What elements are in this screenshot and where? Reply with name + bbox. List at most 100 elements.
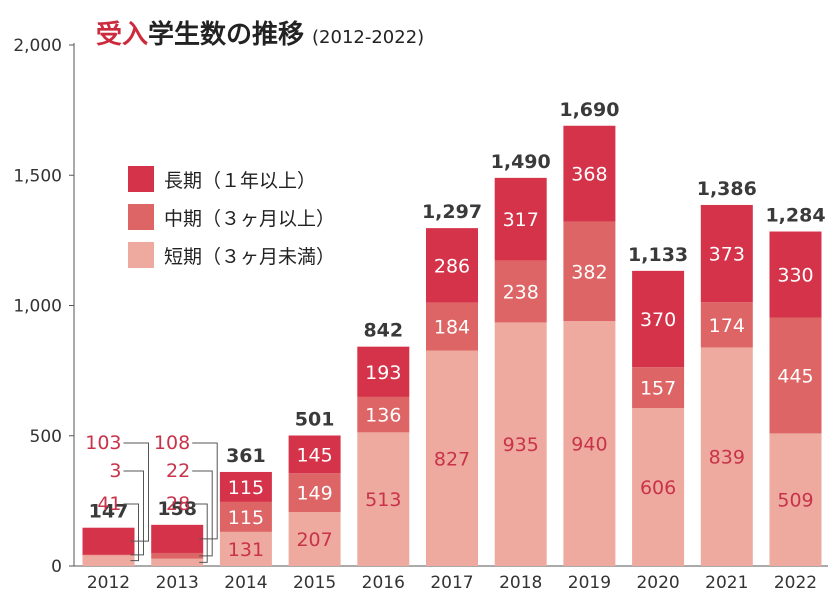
bar-label-mid: 157 [640,378,676,400]
bar-label-mid: 115 [228,507,264,529]
legend-swatch-mid [128,204,154,230]
bar-total-label: 1,490 [491,151,551,173]
bar-total-label: 1,690 [559,99,619,121]
bar-label-mid: 149 [296,483,332,505]
bar-label-mid: 184 [434,317,470,339]
bar-label-short: 41 [97,493,121,515]
bar-label-long: 145 [296,444,332,466]
y-tick-label: 1,500 [13,166,62,186]
legend-label-long: 長期（１年以上） [164,169,317,192]
x-tick-label: 2018 [499,573,542,593]
bar-segment-mid [219,501,272,532]
legend-item-long: 長期（１年以上） [128,160,335,198]
x-tick-label: 2019 [568,573,611,593]
bar-label-mid: 3 [109,460,121,482]
bar-label-long: 193 [365,362,401,384]
bar-label-mid: 445 [777,365,813,387]
bar-label-short: 28 [166,493,190,515]
x-tick-label: 2017 [430,573,473,593]
legend-label-short: 短期（３ヶ月未満） [164,245,336,268]
bar-label-mid: 382 [571,261,607,283]
bar-segment-mid [563,221,616,322]
bar-segment-mid [769,317,822,434]
bar-segment-short [151,558,204,566]
bar-label-long: 115 [228,477,264,499]
bar-segment-long [632,270,685,368]
bar-label-mid: 238 [503,281,539,303]
bar-label-long: 103 [85,432,121,454]
y-tick-label: 2,000 [13,36,62,56]
bar-total-label: 1,297 [422,201,482,223]
x-tick-label: 2015 [293,573,336,593]
bar-segment-long [219,471,272,502]
bar-label-long: 330 [777,265,813,287]
bar-segment-long [357,346,410,397]
title-accent: 受入 [96,20,149,50]
y-tick-label: 500 [30,427,62,447]
bar-label-short: 935 [503,434,539,456]
bar-segment-short [632,408,685,566]
bar-segment-short [426,350,478,566]
bar-label-short: 207 [296,529,332,551]
bar-segment-long [700,204,753,303]
bar-total-label: 1,284 [765,205,825,227]
legend-swatch-short [128,242,154,268]
bar-total-label: 842 [363,320,403,342]
legend-item-mid: 中期（３ヶ月以上） [128,198,335,236]
bar-segment-long [151,524,204,553]
x-tick-label: 2014 [224,573,267,593]
x-tick-label: 2021 [705,573,748,593]
bar-segment-short [494,322,547,566]
bar-label-long: 286 [434,255,470,277]
bar-total-label: 361 [226,445,266,467]
bar-label-long: 317 [503,209,539,231]
x-tick-label: 2012 [87,573,130,593]
y-tick-label: 0 [51,557,62,577]
bar-label-long: 370 [640,309,676,331]
bar-label-short: 940 [571,434,607,456]
leader-line [123,503,139,562]
bar-segment-short [769,433,822,566]
bar-label-short: 827 [434,448,470,470]
bar-label-mid: 174 [709,315,745,337]
bar-segment-short [357,432,410,566]
bar-segment-mid [151,552,204,559]
bar-segment-mid [82,554,135,556]
bar-segment-mid [288,473,341,513]
leader-line [192,442,218,540]
legend-swatch-long [128,166,154,192]
bar-total-label: 1,133 [628,244,688,266]
bar-segment-long [82,527,135,555]
legend: 長期（１年以上） 中期（３ヶ月以上） 短期（３ヶ月未満） [128,160,335,274]
bar-total-label: 158 [157,498,197,520]
bar-segment-short [700,347,753,566]
chart-title: 受入学生数の推移 (2012-2022) [96,14,424,51]
bar-segment-long [288,435,341,474]
bar-label-mid: 136 [365,405,401,427]
bar-label-long: 368 [571,164,607,186]
x-tick-label: 2020 [636,573,679,593]
legend-item-short: 短期（３ヶ月未満） [128,236,335,274]
bar-label-short: 131 [228,539,264,561]
bar-label-long: 108 [154,432,190,454]
x-tick-label: 2016 [362,573,405,593]
bar-label-long: 373 [709,244,745,266]
bar-total-label: 147 [89,501,129,523]
bar-label-short: 839 [709,447,745,469]
bar-segment-short [219,531,272,566]
bar-total-label: 1,386 [697,178,757,200]
bar-segment-long [426,228,478,303]
bar-segment-long [494,177,547,261]
x-tick-label: 2022 [774,573,817,593]
leader-line [123,442,149,542]
bar-segment-mid [357,396,410,433]
bar-segment-mid [700,302,753,348]
bar-label-mid: 22 [166,460,190,482]
title-main: 学生数の推移 [148,20,305,50]
bar-total-label: 501 [295,408,335,430]
y-tick-label: 1,000 [13,297,62,317]
bar-label-short: 606 [640,477,676,499]
bar-segment-short [288,512,341,566]
bar-label-short: 513 [365,489,401,511]
